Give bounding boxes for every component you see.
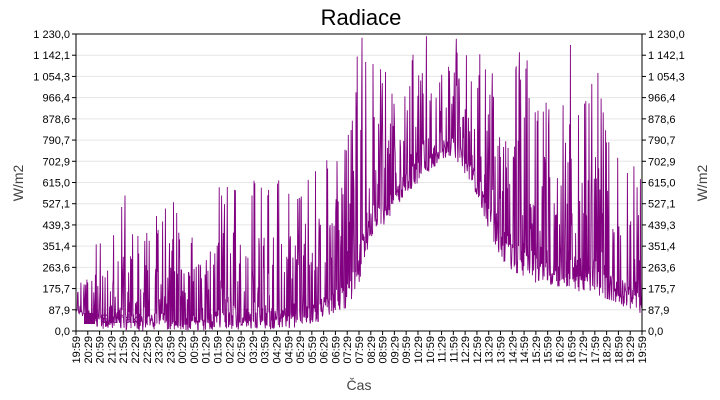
x-tick-label: 01:29: [201, 336, 213, 364]
x-tick-label: 08:59: [378, 336, 390, 364]
x-tick-label: 03:59: [260, 336, 272, 364]
x-tick-label: 19:29: [625, 336, 637, 364]
y-tick-label: 1 142,1: [33, 50, 70, 62]
x-tick-label: 22:59: [142, 336, 154, 364]
x-tick-label: 20:29: [83, 336, 95, 364]
y-tick-label: 702,9: [42, 156, 70, 168]
x-tick-label: 18:59: [613, 336, 625, 364]
x-tick-label: 15:29: [531, 336, 543, 364]
y-tick-label-right: 439,3: [648, 220, 676, 232]
x-tick-label: 17:29: [578, 336, 590, 364]
y-tick-label-right: 351,4: [648, 241, 676, 253]
x-tick-label: 10:29: [413, 336, 425, 364]
x-tick-label: 16:29: [554, 336, 566, 364]
y-tick-label: 439,3: [42, 220, 70, 232]
legend-label: Sluňák: [101, 312, 139, 326]
grid-lines: [76, 54, 642, 311]
x-axis-title: Čas: [347, 377, 372, 393]
x-tick-label: 08:29: [366, 336, 378, 364]
x-tick-label: 18:29: [602, 336, 614, 364]
y-axis-title-left: W/m2: [10, 165, 26, 202]
y-tick-label-right: 0,0: [648, 326, 663, 338]
y-tick-label: 527,1: [42, 199, 70, 211]
x-tick-label: 21:29: [106, 336, 118, 364]
x-axis: 19:59 20:29 20:59 21:29 21:59 22:29 22:59 23:29…: [71, 331, 649, 364]
x-tick-label: 04:59: [283, 336, 295, 364]
x-tick-label: 11:29: [437, 336, 449, 363]
y-tick-label: 966,4: [42, 93, 70, 105]
y-tick-label: 175,7: [42, 284, 70, 296]
series-sluňák: [75, 36, 643, 331]
y-tick-label: 615,0: [42, 178, 70, 190]
x-tick-label: 05:29: [295, 336, 307, 364]
y-tick-label: 1 230,0: [33, 29, 70, 41]
x-tick-label: 14:29: [507, 336, 519, 364]
y-tick-label-right: 615,0: [648, 178, 676, 190]
x-tick-label: 10:59: [425, 336, 437, 364]
x-tick-label: 17:59: [590, 336, 602, 364]
x-tick-label: 02:29: [224, 336, 236, 364]
legend: Sluňák: [84, 312, 139, 326]
y-tick-label-right: 263,6: [648, 262, 676, 274]
x-tick-label: 14:59: [519, 336, 531, 364]
x-tick-label: 07:29: [342, 336, 354, 364]
y-tick-label-right: 878,6: [648, 114, 676, 126]
y-axis-title-right: W/m2: [694, 165, 710, 202]
x-tick-label: 22:29: [130, 336, 142, 364]
x-tick-label: 12:59: [472, 336, 484, 364]
y-axis-left: 0,0 87,9 175,7 263,6 351,4 439,3 527,1 615,0 702…: [33, 29, 76, 338]
x-tick-label: 23:59: [165, 336, 177, 364]
x-tick-label: 09:29: [389, 336, 401, 364]
y-tick-label-right: 1 142,1: [648, 50, 685, 62]
x-tick-label: 13:29: [484, 336, 496, 364]
x-tick-label: 05:59: [307, 336, 319, 364]
x-tick-label: 12:29: [460, 336, 472, 364]
y-axis-right: 0,0 87,9 175,7 263,6 351,4 439,3 527,1 615,0 702…: [642, 29, 685, 338]
y-tick-label: 263,6: [42, 262, 70, 274]
x-tick-label: 06:29: [319, 336, 331, 364]
x-tick-label: 16:59: [566, 336, 578, 364]
x-tick-label: 15:59: [543, 336, 555, 364]
y-tick-label-right: 702,9: [648, 156, 676, 168]
y-tick-label-right: 790,7: [648, 135, 676, 147]
y-tick-label-right: 1 230,0: [648, 29, 685, 41]
x-tick-label: 07:59: [354, 336, 366, 364]
x-tick-label: 13:59: [496, 336, 508, 364]
x-tick-label: 02:59: [236, 336, 248, 364]
x-tick-label: 11:59: [448, 336, 460, 363]
x-tick-label: 04:29: [271, 336, 283, 364]
x-tick-label: 03:29: [248, 336, 260, 364]
y-tick-label-right: 87,9: [648, 305, 669, 317]
x-tick-label: 06:59: [330, 336, 342, 364]
x-tick-label: 01:59: [213, 336, 225, 364]
y-tick-label-right: 527,1: [648, 199, 676, 211]
x-tick-label: 23:29: [154, 336, 166, 364]
x-tick-label: 00:59: [189, 336, 201, 364]
y-tick-label: 1 054,3: [33, 71, 70, 83]
chart-title: Radiace: [321, 5, 402, 30]
series-line: [75, 36, 643, 331]
x-tick-label: 19:59: [71, 336, 83, 364]
y-tick-label-right: 175,7: [648, 284, 676, 296]
x-tick-label: 09:59: [401, 336, 413, 364]
y-tick-label: 87,9: [49, 305, 70, 317]
x-tick-label: 00:29: [177, 336, 189, 364]
y-tick-label: 0,0: [55, 326, 70, 338]
x-tick-label: 20:59: [95, 336, 107, 364]
legend-swatch: [84, 313, 95, 324]
y-tick-label: 790,7: [42, 135, 70, 147]
y-tick-label-right: 1 054,3: [648, 71, 685, 83]
x-tick-label: 19:59: [637, 336, 649, 364]
x-tick-label: 21:59: [118, 336, 130, 364]
y-tick-label: 351,4: [42, 241, 70, 253]
y-tick-label-right: 966,4: [648, 93, 676, 105]
y-tick-label: 878,6: [42, 114, 70, 126]
